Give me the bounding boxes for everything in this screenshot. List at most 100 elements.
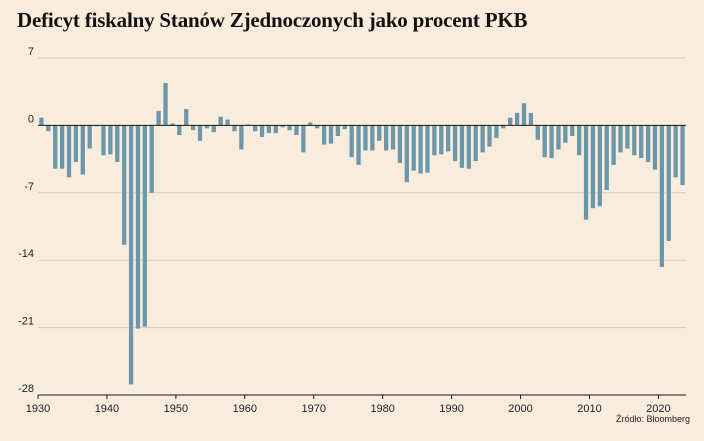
bar xyxy=(135,125,141,329)
bar xyxy=(259,125,265,137)
bar xyxy=(273,125,278,134)
bar xyxy=(342,125,347,130)
bar xyxy=(514,112,520,126)
y-tick-label: 7 xyxy=(28,46,34,58)
bar xyxy=(211,125,216,133)
bar xyxy=(370,125,375,151)
y-tick-label: -14 xyxy=(18,248,34,260)
y-tick-label: -21 xyxy=(18,316,34,328)
bar xyxy=(197,125,203,141)
bar xyxy=(639,125,644,159)
bar xyxy=(383,125,389,151)
bar xyxy=(377,125,382,141)
bar xyxy=(149,125,154,193)
y-axis-labels: 7 0 -7 -14 -21 -28 xyxy=(18,46,34,395)
bar xyxy=(349,125,354,158)
bar xyxy=(177,125,182,136)
bar xyxy=(604,125,609,190)
bar xyxy=(487,125,492,147)
bar xyxy=(583,125,589,220)
bar xyxy=(556,125,561,150)
bar-series xyxy=(39,83,685,385)
bar xyxy=(521,103,527,126)
bar xyxy=(266,125,272,134)
y-tick-label: 0 xyxy=(28,113,34,125)
bar xyxy=(411,125,416,171)
bar xyxy=(480,125,485,153)
bar xyxy=(253,125,258,132)
bar xyxy=(473,125,478,162)
x-tick-label: 1990 xyxy=(439,403,463,415)
bar xyxy=(80,125,85,175)
bar xyxy=(73,125,79,162)
x-tick-label: 2000 xyxy=(508,403,532,415)
bar xyxy=(590,125,596,209)
bar xyxy=(239,125,244,150)
bar xyxy=(363,125,368,151)
x-tick-label: 1940 xyxy=(95,403,119,415)
bar xyxy=(122,125,127,245)
x-tick-label: 1950 xyxy=(164,403,188,415)
bar xyxy=(156,110,161,126)
bar xyxy=(611,125,616,165)
bar xyxy=(328,125,334,144)
y-tick-label: -7 xyxy=(24,181,34,193)
bar xyxy=(404,125,409,183)
bar xyxy=(308,122,313,126)
bar xyxy=(625,125,630,149)
bar xyxy=(101,125,106,156)
bar xyxy=(39,117,44,126)
bar xyxy=(597,125,602,207)
x-tick-label: 1980 xyxy=(370,403,394,415)
bar xyxy=(321,125,327,145)
bar xyxy=(301,125,306,153)
x-tick-label: 2010 xyxy=(577,403,601,415)
bar xyxy=(666,125,671,241)
bar xyxy=(218,116,223,126)
bar xyxy=(577,125,582,156)
bar xyxy=(115,125,120,162)
bar xyxy=(659,125,665,267)
bar xyxy=(494,125,499,138)
bar xyxy=(432,125,437,156)
bar xyxy=(315,125,320,129)
x-tick-label: 1930 xyxy=(26,403,50,415)
bar xyxy=(280,125,285,128)
bar xyxy=(108,125,113,155)
bar xyxy=(128,125,134,385)
bar xyxy=(645,125,651,162)
bar xyxy=(190,125,196,131)
bar xyxy=(673,125,678,178)
bar xyxy=(53,125,58,169)
bar xyxy=(225,119,230,126)
bar xyxy=(425,125,430,173)
bar xyxy=(356,125,361,165)
bar xyxy=(66,125,72,178)
bar xyxy=(142,125,147,327)
bar xyxy=(232,125,237,132)
bar xyxy=(335,125,341,136)
bar xyxy=(446,125,451,152)
x-axis: 1930 1940 1950 1960 1970 1980 1990 2000 2010 2020 xyxy=(26,394,686,415)
bar xyxy=(418,125,423,174)
bar xyxy=(535,125,540,140)
bar xyxy=(680,125,685,186)
bar xyxy=(618,125,623,153)
bar xyxy=(294,125,299,136)
x-tick-label: 1970 xyxy=(302,403,326,415)
bar xyxy=(542,125,547,158)
bar xyxy=(287,125,292,131)
bar xyxy=(87,125,92,149)
bar xyxy=(508,117,513,126)
bar xyxy=(466,125,471,169)
bar xyxy=(439,125,444,155)
chart-title: Deficyt fiskalny Stanów Zjednoczonych ja… xyxy=(17,8,528,32)
bar xyxy=(184,109,189,126)
bar xyxy=(390,125,396,150)
bar xyxy=(397,125,403,163)
x-tick-label: 1960 xyxy=(233,403,257,415)
y-tick-label: -28 xyxy=(18,383,34,395)
bar xyxy=(163,83,168,126)
bar xyxy=(59,125,65,169)
